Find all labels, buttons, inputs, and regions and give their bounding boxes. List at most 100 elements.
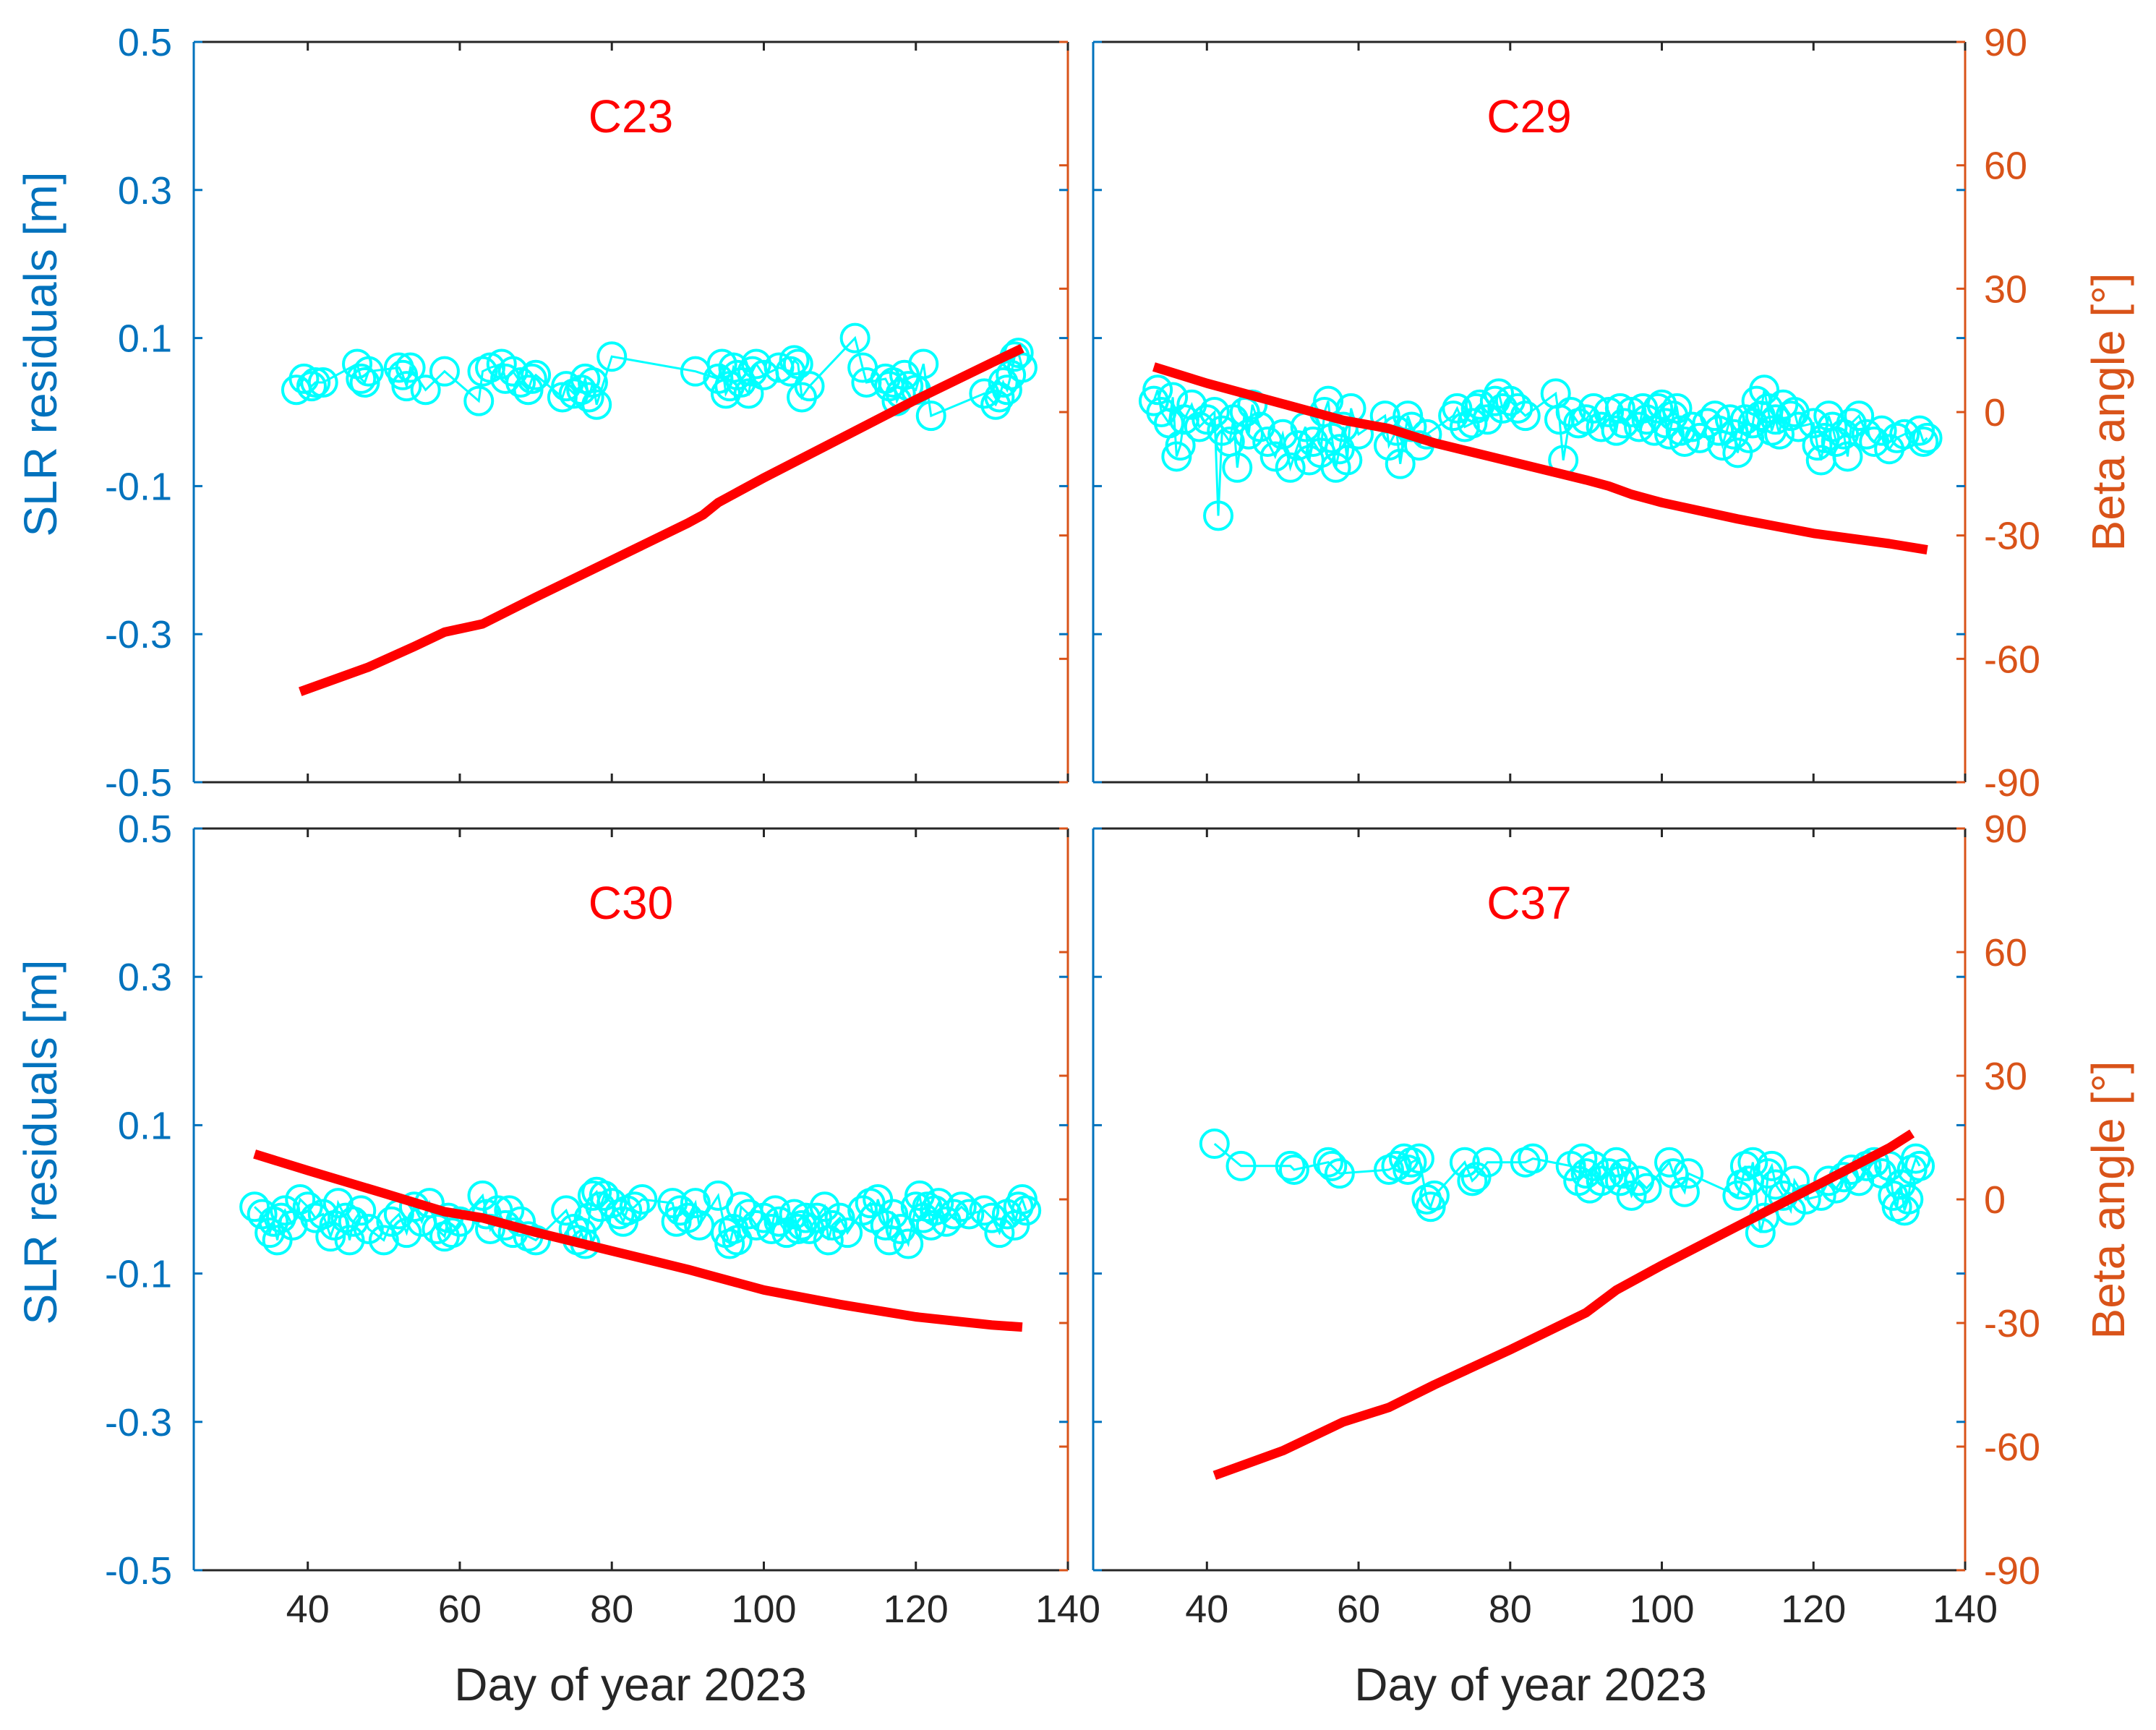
residual-point (422, 1214, 453, 1245)
residual-point (969, 378, 1000, 409)
right-y-tick-label: 90 (1984, 21, 2027, 64)
residual-point (923, 1188, 954, 1219)
residual-point (516, 363, 547, 394)
x-tick-label: 40 (1185, 1588, 1228, 1631)
residual-point (391, 371, 422, 402)
left-y-tick-label: -0.3 (105, 1401, 172, 1444)
residual-point (1487, 393, 1518, 424)
x-axis-label-right: Day of year 2023 (1354, 1658, 1706, 1710)
right-y-tick-label: 0 (1984, 1178, 2006, 1222)
residual-point (1142, 374, 1173, 406)
residual-point (581, 389, 612, 420)
residual-point (664, 1195, 696, 1226)
residual-point (1199, 397, 1230, 427)
x-tick-label: 80 (1489, 1588, 1532, 1631)
residual-point (1756, 1150, 1787, 1181)
residual-point (1643, 393, 1674, 424)
residual-point (1802, 430, 1833, 461)
residual-point (239, 1191, 270, 1222)
right-y-tick-label: 30 (1984, 267, 2027, 311)
residual-point (475, 352, 506, 383)
residual-point (1760, 404, 1791, 435)
residual-point (288, 363, 320, 394)
residual-point (733, 378, 764, 409)
residual-point (1586, 1165, 1617, 1196)
left-y-tick-label: -0.5 (105, 1549, 172, 1593)
beta-angle-line (1212, 1129, 1915, 1481)
right-y-axis-label-top: Beta angle [°] (2082, 273, 2134, 552)
residual-point (779, 345, 810, 376)
left-y-tick-label: 0.5 (118, 21, 172, 64)
residual-point (1749, 374, 1780, 406)
residual-point (1703, 415, 1734, 446)
residual-point (1609, 1158, 1640, 1189)
residual-point (938, 1199, 970, 1230)
chart-panel-c37: 40 60 80 100 120 140-90 -60 -30 0 30 60 90 C37 (1092, 808, 2040, 1631)
residual-point (1646, 389, 1677, 420)
x-tick-label: 60 (438, 1588, 482, 1631)
x-tick-label: 140 (1933, 1588, 1998, 1631)
residual-point (589, 1180, 620, 1211)
residual-point (1403, 1143, 1434, 1174)
x-tick-label: 120 (884, 1588, 949, 1631)
residual-point (1673, 1158, 1704, 1189)
residual-point (1472, 404, 1503, 435)
beta-angle-line (253, 1149, 1023, 1332)
residual-point (1779, 397, 1810, 427)
residual-point (1278, 1154, 1309, 1185)
residual-point (463, 385, 495, 416)
residual-point (1601, 415, 1632, 446)
residual-point (1457, 1165, 1488, 1196)
residual-point (824, 1202, 855, 1233)
residual-point (270, 1195, 301, 1226)
residual-point (1699, 401, 1730, 432)
residual-point (771, 1217, 803, 1249)
x-axis-label-left: Day of year 2023 (454, 1658, 806, 1710)
right-y-tick-label: -30 (1984, 1302, 2040, 1345)
left-y-tick-label: 0.3 (118, 956, 172, 999)
residual-point (1252, 426, 1283, 457)
x-tick-label: 60 (1337, 1588, 1380, 1631)
residual-point (300, 367, 331, 398)
residual-point (1275, 452, 1306, 483)
residual-point (1324, 1158, 1355, 1189)
residual-point (984, 1217, 1015, 1249)
residual-point (908, 348, 939, 380)
right-y-tick-label: 0 (1984, 391, 2006, 434)
left-y-axis-label-top: SLR residuals [m] (14, 171, 67, 536)
residual-point (1624, 1165, 1655, 1196)
residual-point (1737, 1147, 1768, 1178)
residual-point (1472, 1147, 1503, 1178)
right-y-tick-label: 60 (1984, 145, 2027, 188)
residual-point (322, 1188, 354, 1219)
residual-point (1912, 422, 1943, 453)
right-y-tick-label: -30 (1984, 515, 2040, 558)
left-y-tick-label: 0.1 (118, 317, 172, 361)
residual-point (1836, 408, 1867, 439)
residual-point (1275, 1150, 1306, 1181)
right-y-tick-label: -60 (1984, 1426, 2040, 1469)
residual-point (551, 1195, 582, 1226)
residual-point (1464, 389, 1495, 420)
residual-point (346, 1195, 377, 1226)
x-tick-label: 100 (1629, 1588, 1694, 1631)
residual-point (1267, 419, 1299, 450)
right-y-tick-label: -90 (1984, 761, 2040, 805)
beta-angle-line (1152, 362, 1928, 555)
residual-point (976, 1202, 1007, 1233)
residual-point (1669, 1176, 1700, 1207)
residual-point (1168, 404, 1199, 435)
residual-point (1866, 415, 1897, 446)
right-y-axis-label-bottom: Beta angle [°] (2082, 1061, 2134, 1340)
residual-point (368, 1225, 399, 1256)
residual-point (1006, 352, 1038, 383)
residual-point (1631, 1173, 1662, 1204)
chart-panel-c23: -0.5 -0.3 -0.1 0.1 0.3 0.5 C23 (105, 21, 1069, 805)
x-tick-label: 120 (1781, 1588, 1846, 1631)
panels-layer: -0.5 -0.3 -0.1 0.1 0.3 0.5 C23 -90 -60 -30 0 30 60 90… (105, 21, 2040, 1631)
residual-point (1844, 401, 1875, 432)
residual-point (1313, 1147, 1344, 1178)
left-y-axis-label-bottom: SLR residuals [m] (14, 959, 67, 1324)
chart-panel-c30: 40 60 80 100 120 140 -0.5 -0.3 -0.1 0.1 0.3 0.5 C30 (105, 808, 1100, 1631)
